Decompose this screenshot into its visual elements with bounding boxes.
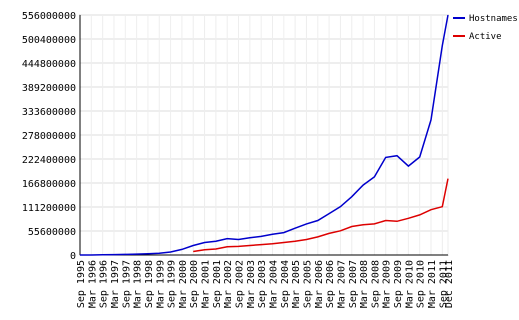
series-line — [193, 178, 449, 253]
y-tick-label: 0 — [70, 251, 76, 262]
y-tick-label: 166800000 — [22, 179, 76, 190]
x-tick-label: Sep 1999 — [167, 260, 178, 308]
y-tick-label: 556000000 — [22, 11, 76, 22]
y-tick-label: 444800000 — [22, 59, 76, 70]
y-tick-label: 333600000 — [22, 107, 76, 118]
x-tick-label: Sep 2008 — [370, 260, 381, 308]
x-tick-label: Sep 2011 — [438, 260, 449, 308]
y-tick-label: 278000000 — [22, 131, 76, 142]
x-tick-label: Sep 2006 — [325, 260, 336, 308]
x-tick-label: Sep 2007 — [348, 260, 359, 308]
y-tick-label: 389200000 — [22, 83, 76, 94]
x-tick-label: Mar 2010 — [404, 260, 415, 308]
legend-label: Hostnames — [469, 14, 518, 24]
x-tick-label: Sep 2001 — [212, 260, 223, 308]
x-tick-label: Dec 2011 — [444, 260, 455, 308]
y-tick-label: 55600000 — [28, 227, 76, 238]
x-tick-label: Mar 2007 — [336, 260, 347, 308]
x-tick-label: Mar 2004 — [268, 260, 279, 308]
x-tick-label: Mar 1997 — [110, 260, 121, 308]
x-tick-label: Mar 2000 — [178, 260, 189, 308]
x-tick-label: Sep 2000 — [189, 260, 200, 308]
y-tick-label: 500400000 — [22, 35, 76, 46]
x-tick-label: Mar 2003 — [246, 260, 257, 308]
y-tick-label: 111200000 — [22, 203, 76, 214]
x-tick-label: Sep 2004 — [280, 260, 291, 308]
x-tick-label: Sep 1995 — [76, 260, 87, 308]
x-tick-label: Mar 1996 — [87, 260, 98, 308]
legend-label: Active — [469, 32, 502, 42]
x-tick-label: Sep 2003 — [257, 260, 268, 308]
x-tick-label: Sep 2009 — [393, 260, 404, 308]
x-tick-label: Sep 2010 — [416, 260, 427, 308]
x-tick-label: Sep 1997 — [121, 260, 132, 308]
x-tick-label: Mar 2005 — [291, 260, 302, 308]
x-tick-label: Mar 2002 — [223, 260, 234, 308]
x-tick-label: Mar 2008 — [359, 260, 370, 308]
x-tick-label: Mar 2009 — [382, 260, 393, 308]
x-tick-label: Sep 2002 — [235, 260, 246, 308]
x-tick-label: Mar 1998 — [133, 260, 144, 308]
x-tick-label: Sep 1998 — [144, 260, 155, 308]
x-tick-label: Mar 2006 — [314, 260, 325, 308]
x-tick-label: Mar 2011 — [427, 260, 438, 308]
y-tick-label: 222400000 — [22, 155, 76, 166]
x-tick-label: Mar 1999 — [155, 260, 166, 308]
series-line — [80, 14, 449, 256]
x-tick-label: Mar 2001 — [201, 260, 212, 308]
x-tick-label: Sep 1996 — [99, 260, 110, 308]
x-tick-label: Sep 2005 — [302, 260, 313, 308]
